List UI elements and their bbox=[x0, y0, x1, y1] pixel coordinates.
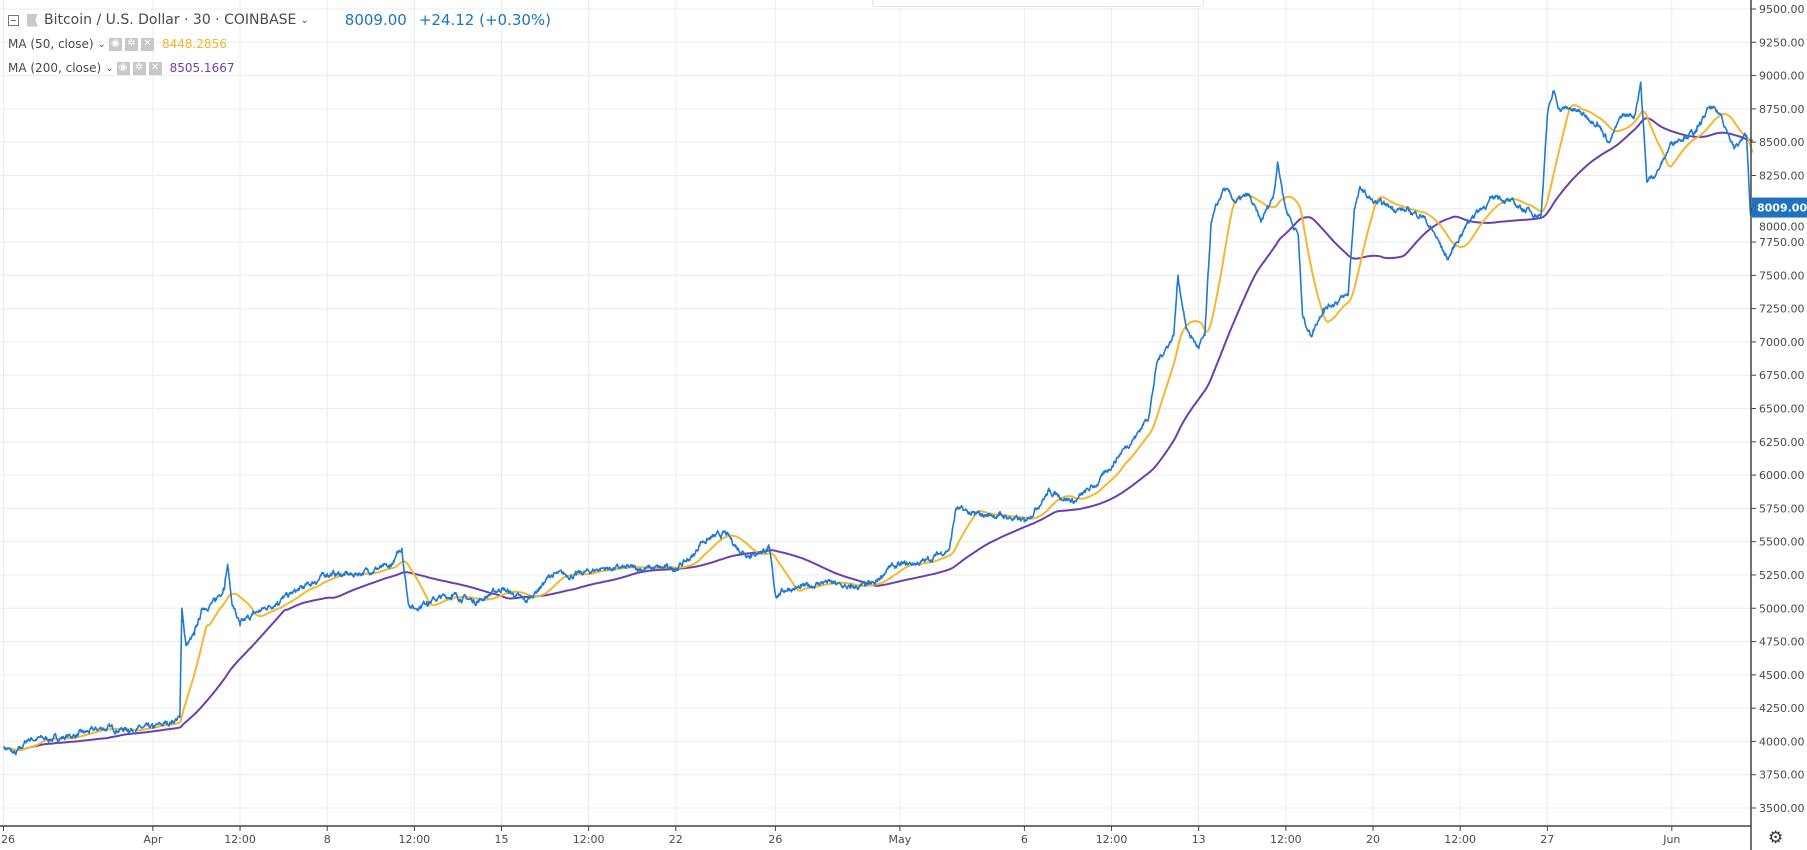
y-tick-label: 7500.00 bbox=[1759, 269, 1805, 282]
y-tick-label: 4250.00 bbox=[1759, 702, 1805, 715]
close-icon[interactable]: ✕ bbox=[148, 61, 162, 75]
floating-panel-edge bbox=[872, 0, 1204, 7]
y-tick-label: 5000.00 bbox=[1759, 602, 1805, 615]
indicator-ma200: MA (200, close) ⌄ ◉ ✲ ✕ 8505.1667 bbox=[8, 56, 551, 80]
gear-icon[interactable]: ✲ bbox=[124, 37, 138, 51]
y-tick-label: 4000.00 bbox=[1759, 735, 1805, 748]
x-tick-label: 6 bbox=[1021, 833, 1028, 846]
series-lines bbox=[3, 81, 1754, 756]
eye-icon[interactable]: ◉ bbox=[108, 37, 122, 51]
close-icon[interactable]: ✕ bbox=[140, 37, 154, 51]
symbol-row: Bitcoin / U.S. Dollar · 30 · COINBASE ⌄ … bbox=[8, 8, 551, 32]
y-tick-label: 5750.00 bbox=[1759, 502, 1805, 515]
chevron-down-icon[interactable]: ⌄ bbox=[300, 14, 309, 26]
last-price: 8009.00 bbox=[344, 11, 407, 29]
x-tick-label: 15 bbox=[495, 833, 509, 846]
y-tick-label: 4750.00 bbox=[1759, 636, 1805, 649]
ma200-line bbox=[3, 117, 1754, 752]
chart-legend: Bitcoin / U.S. Dollar · 30 · COINBASE ⌄ … bbox=[8, 8, 551, 80]
indicator-value: 8505.1667 bbox=[169, 61, 235, 75]
x-tick-label: Apr bbox=[143, 833, 163, 846]
settings-gear-icon[interactable]: ⚙ bbox=[1768, 828, 1784, 848]
y-tick-label: 9500.00 bbox=[1759, 3, 1805, 16]
price-axis[interactable]: 9500.00 9250.00 9000.00 8750.00 8500.00 8250.… bbox=[1751, 3, 1805, 815]
x-tick-label: 22 bbox=[669, 833, 683, 846]
y-tick-label: 7000.00 bbox=[1759, 336, 1805, 349]
y-tick-label: 6750.00 bbox=[1759, 369, 1805, 382]
indicator-value: 8448.2856 bbox=[161, 37, 227, 51]
last-price-badge: 8009.00 bbox=[1752, 197, 1807, 218]
price-change: +24.12 (+0.30%) bbox=[418, 11, 552, 29]
y-tick-label: 5500.00 bbox=[1759, 536, 1805, 549]
indicator-label[interactable]: MA (200, close) bbox=[8, 61, 102, 75]
y-tick-label: 8000.00 bbox=[1759, 221, 1805, 234]
x-tick-label: Jun bbox=[1662, 833, 1680, 846]
last-price-badge-bg bbox=[1752, 197, 1807, 218]
collapse-icon[interactable] bbox=[8, 14, 19, 26]
x-tick-label: 12:00 bbox=[1270, 833, 1302, 846]
x-tick-label: 12:00 bbox=[224, 833, 256, 846]
y-tick-label: 6500.00 bbox=[1759, 403, 1805, 416]
y-tick-label: 9000.00 bbox=[1759, 70, 1805, 83]
x-tick-label: 26 bbox=[1, 833, 15, 846]
x-tick-label: 27 bbox=[1540, 833, 1554, 846]
y-tick-label: 4500.00 bbox=[1759, 669, 1805, 682]
y-tick-label: 3500.00 bbox=[1759, 802, 1805, 815]
x-tick-label: May bbox=[889, 833, 912, 846]
last-price-badge-label: 8009.00 bbox=[1757, 202, 1807, 215]
indicator-ma50: MA (50, close) ⌄ ◉ ✲ ✕ 8448.2856 bbox=[8, 32, 551, 56]
x-tick-label: 12:00 bbox=[398, 833, 430, 846]
x-tick-label: 13 bbox=[1192, 833, 1206, 846]
x-tick-label: 12:00 bbox=[1096, 833, 1128, 846]
x-tick-label: 12:00 bbox=[573, 833, 605, 846]
y-tick-label: 8250.00 bbox=[1759, 169, 1805, 182]
symbol-flag-icon bbox=[27, 13, 38, 27]
x-tick-label: 8 bbox=[324, 833, 331, 846]
eye-icon[interactable]: ◉ bbox=[116, 61, 130, 75]
price-line bbox=[3, 81, 1754, 756]
time-axis[interactable]: 26 Apr 12:00 8 12:00 15 12:00 22 26 May 6 12:00 13 12… bbox=[1, 826, 1680, 846]
x-tick-label: 26 bbox=[768, 833, 782, 846]
x-tick-label: 20 bbox=[1366, 833, 1380, 846]
y-tick-label: 8750.00 bbox=[1759, 103, 1805, 116]
y-tick-label: 7750.00 bbox=[1759, 236, 1805, 249]
chevron-down-icon[interactable]: ⌄ bbox=[97, 38, 106, 50]
y-tick-label: 6000.00 bbox=[1759, 469, 1805, 482]
chevron-down-icon[interactable]: ⌄ bbox=[105, 62, 114, 74]
symbol-title[interactable]: Bitcoin / U.S. Dollar · 30 · COINBASE bbox=[44, 12, 297, 28]
grid bbox=[0, 0, 1751, 826]
y-tick-label: 9250.00 bbox=[1759, 36, 1805, 49]
y-tick-label: 8500.00 bbox=[1759, 136, 1805, 149]
gear-icon[interactable]: ✲ bbox=[132, 61, 146, 75]
ma50-line bbox=[3, 104, 1754, 752]
y-tick-label: 7250.00 bbox=[1759, 303, 1805, 316]
indicator-label[interactable]: MA (50, close) bbox=[8, 37, 94, 51]
y-tick-label: 6250.00 bbox=[1759, 436, 1805, 449]
x-tick-label: 12:00 bbox=[1444, 833, 1476, 846]
y-tick-label: 5250.00 bbox=[1759, 569, 1805, 582]
y-tick-label: 3750.00 bbox=[1759, 769, 1805, 782]
